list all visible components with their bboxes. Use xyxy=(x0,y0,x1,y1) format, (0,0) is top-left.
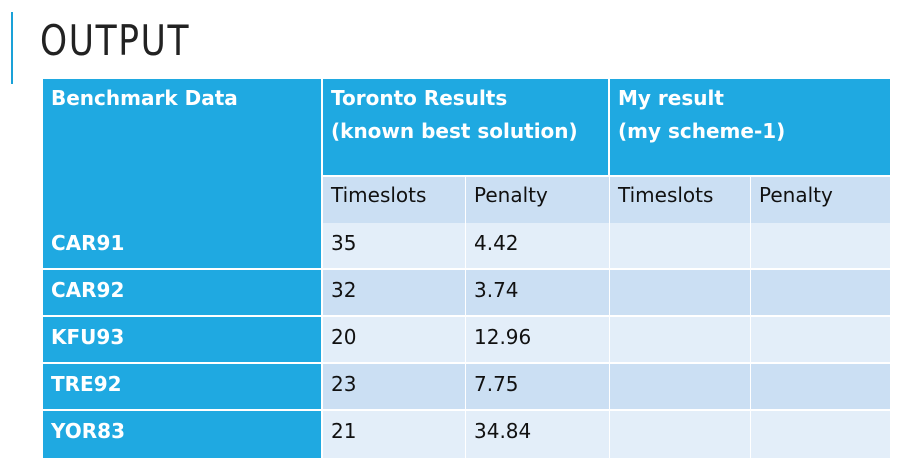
table-row: KFU93 20 12.96 xyxy=(43,317,890,364)
row-penalty: 12.96 xyxy=(466,317,610,364)
row-my-penalty xyxy=(751,270,890,317)
header-toronto-line1: Toronto Results xyxy=(331,86,508,110)
row-my-penalty xyxy=(751,411,890,458)
header-mine-line2: (my scheme-1) xyxy=(618,119,786,143)
row-penalty: 3.74 xyxy=(466,270,610,317)
row-my-timeslots xyxy=(610,364,751,411)
row-timeslots: 20 xyxy=(323,317,466,364)
table-row: CAR92 32 3.74 xyxy=(43,270,890,317)
row-timeslots: 21 xyxy=(323,411,466,458)
header-toronto-line2: (known best solution) xyxy=(331,119,578,143)
row-my-timeslots xyxy=(610,270,751,317)
row-name: CAR91 xyxy=(43,223,323,270)
title-accent-bar xyxy=(11,12,13,84)
row-timeslots: 35 xyxy=(323,223,466,270)
results-table: Benchmark Data Toronto Results (known be… xyxy=(43,79,890,458)
row-my-timeslots xyxy=(610,317,751,364)
row-penalty: 7.75 xyxy=(466,364,610,411)
row-name: YOR83 xyxy=(43,411,323,458)
table-row: YOR83 21 34.84 xyxy=(43,411,890,458)
header-mine-line1: My result xyxy=(618,86,724,110)
row-name: CAR92 xyxy=(43,270,323,317)
row-my-timeslots xyxy=(610,411,751,458)
subheader-my-timeslots: Timeslots xyxy=(610,177,751,223)
row-timeslots: 32 xyxy=(323,270,466,317)
row-penalty: 4.42 xyxy=(466,223,610,270)
header-toronto-results: Toronto Results (known best solution) xyxy=(323,79,610,177)
row-my-penalty xyxy=(751,364,890,411)
slide-title: OUTPUT xyxy=(40,16,191,65)
table-row: TRE92 23 7.75 xyxy=(43,364,890,411)
header-my-result: My result (my scheme-1) xyxy=(610,79,890,177)
header-benchmark-data: Benchmark Data xyxy=(43,79,323,223)
header-benchmark-label: Benchmark Data xyxy=(51,86,238,110)
row-name: KFU93 xyxy=(43,317,323,364)
row-name: TRE92 xyxy=(43,364,323,411)
row-my-penalty xyxy=(751,223,890,270)
subheader-toronto-penalty: Penalty xyxy=(466,177,610,223)
row-my-timeslots xyxy=(610,223,751,270)
table-row: CAR91 35 4.42 xyxy=(43,223,890,270)
row-my-penalty xyxy=(751,317,890,364)
subheader-toronto-timeslots: Timeslots xyxy=(323,177,466,223)
row-penalty: 34.84 xyxy=(466,411,610,458)
row-timeslots: 23 xyxy=(323,364,466,411)
subheader-my-penalty: Penalty xyxy=(751,177,890,223)
